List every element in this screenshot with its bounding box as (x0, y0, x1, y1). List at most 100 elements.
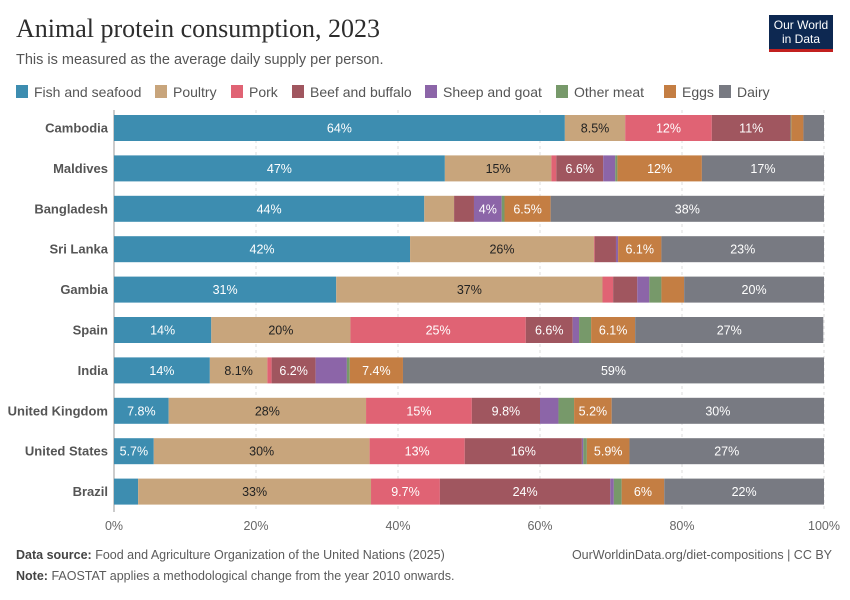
owid-logo[interactable]: Our World in Data (769, 15, 833, 52)
data-label: 6.1% (626, 243, 655, 257)
data-label: 26% (489, 243, 514, 257)
bar-segment (711, 115, 791, 141)
bar-segment (366, 397, 472, 424)
bar-segment (410, 236, 594, 263)
bar-segment (551, 155, 557, 182)
legend-item[interactable]: Eggs (664, 84, 714, 100)
bar-segment (803, 115, 824, 141)
data-label: 15% (406, 404, 431, 418)
legend-swatch (719, 85, 731, 98)
source-label: Data source: (16, 548, 92, 562)
data-label: 22% (732, 485, 757, 499)
data-label: 24% (513, 485, 538, 499)
data-label: 44% (257, 202, 282, 216)
bar-segment (315, 357, 347, 384)
bar-segment (346, 357, 350, 384)
data-label: 17% (750, 162, 775, 176)
data-label: 27% (717, 324, 742, 338)
data-label: 42% (250, 243, 275, 257)
bar-segment (621, 478, 665, 505)
note: Note: FAOSTAT applies a methodological c… (16, 569, 454, 583)
data-label: 23% (730, 243, 755, 257)
data-label: 27% (714, 445, 739, 459)
bar-segment (114, 478, 139, 505)
bar-segment (637, 276, 650, 303)
legend-label: Sheep and goat (443, 84, 542, 100)
bar-segment (617, 155, 702, 182)
data-source: Data source: Food and Agriculture Organi… (16, 548, 445, 562)
bar-segment (661, 276, 685, 303)
source-url[interactable]: OurWorldinData.org/diet-compositions | C… (571, 548, 832, 562)
x-tick-label: 20% (243, 519, 268, 533)
legend-swatch (155, 85, 167, 98)
category-label: Cambodia (45, 121, 109, 136)
logo-line2: in Data (781, 32, 821, 46)
bar-segment (114, 438, 154, 465)
legend-swatch (16, 85, 28, 98)
data-label: 25% (426, 324, 451, 338)
data-label: 15% (486, 162, 511, 176)
data-label: 30% (705, 404, 730, 418)
data-label: 37% (457, 283, 482, 297)
bar-segment (635, 317, 824, 343)
bar-segment (114, 397, 169, 424)
bar-segment (579, 317, 592, 343)
x-tick-label: 100% (808, 519, 840, 533)
bar-segment (114, 357, 210, 384)
bar-segment (661, 236, 824, 263)
data-label: 20% (268, 324, 293, 338)
legend-label: Pork (249, 84, 279, 100)
x-tick-label: 80% (669, 519, 694, 533)
logo-line1: Our World (773, 18, 829, 32)
note-label: Note: (16, 569, 48, 583)
category-label: Gambia (60, 282, 108, 297)
data-label: 14% (149, 364, 174, 378)
data-label: 5.9% (594, 445, 623, 459)
bar-segment (629, 438, 824, 465)
legend-label: Fish and seafood (34, 84, 141, 100)
legend-item[interactable]: Other meat (556, 84, 644, 100)
data-label: 8.1% (224, 364, 253, 378)
legend-label: Other meat (574, 84, 644, 100)
bar-segment (369, 438, 465, 465)
data-label: 33% (242, 485, 267, 499)
data-label: 30% (249, 445, 274, 459)
data-label: 7.4% (362, 364, 391, 378)
bar-segment (540, 397, 559, 424)
chart-subtitle: This is measured as the average daily su… (16, 52, 384, 68)
source-text: Food and Agriculture Organization of the… (95, 548, 445, 562)
bar-segment (615, 236, 619, 263)
bar-segment (114, 236, 411, 263)
legend-item[interactable]: Dairy (719, 84, 770, 100)
data-label: 20% (742, 283, 767, 297)
data-label: 12% (647, 162, 672, 176)
data-label: 38% (675, 202, 700, 216)
bar-segment (454, 195, 474, 222)
bar-segment (611, 397, 824, 424)
bar-segment (591, 317, 636, 343)
bar-segment (267, 357, 272, 384)
bar-segment (114, 276, 337, 303)
legend-item[interactable]: Poultry (155, 84, 217, 100)
bar-segment (464, 438, 582, 465)
data-label: 64% (327, 122, 352, 136)
legend-item[interactable]: Fish and seafood (16, 84, 141, 100)
data-label: 13% (405, 445, 430, 459)
data-label: 31% (213, 283, 238, 297)
bar-segment (618, 236, 662, 263)
data-label: 16% (511, 445, 536, 459)
legend-item[interactable]: Sheep and goat (425, 84, 542, 100)
data-label: 12% (656, 122, 681, 136)
data-label: 7.8% (127, 404, 156, 418)
legend-swatch (664, 85, 676, 98)
bar-segment (504, 195, 551, 222)
category-label: Sri Lanka (49, 242, 108, 257)
bar-segment (473, 195, 502, 222)
bar-segment (583, 438, 587, 465)
legend-item[interactable]: Pork (231, 84, 279, 100)
bar-segment (602, 276, 614, 303)
legend-item[interactable]: Beef and buffalo (292, 84, 412, 100)
bar-segment (581, 438, 584, 465)
data-label: 4% (479, 202, 497, 216)
